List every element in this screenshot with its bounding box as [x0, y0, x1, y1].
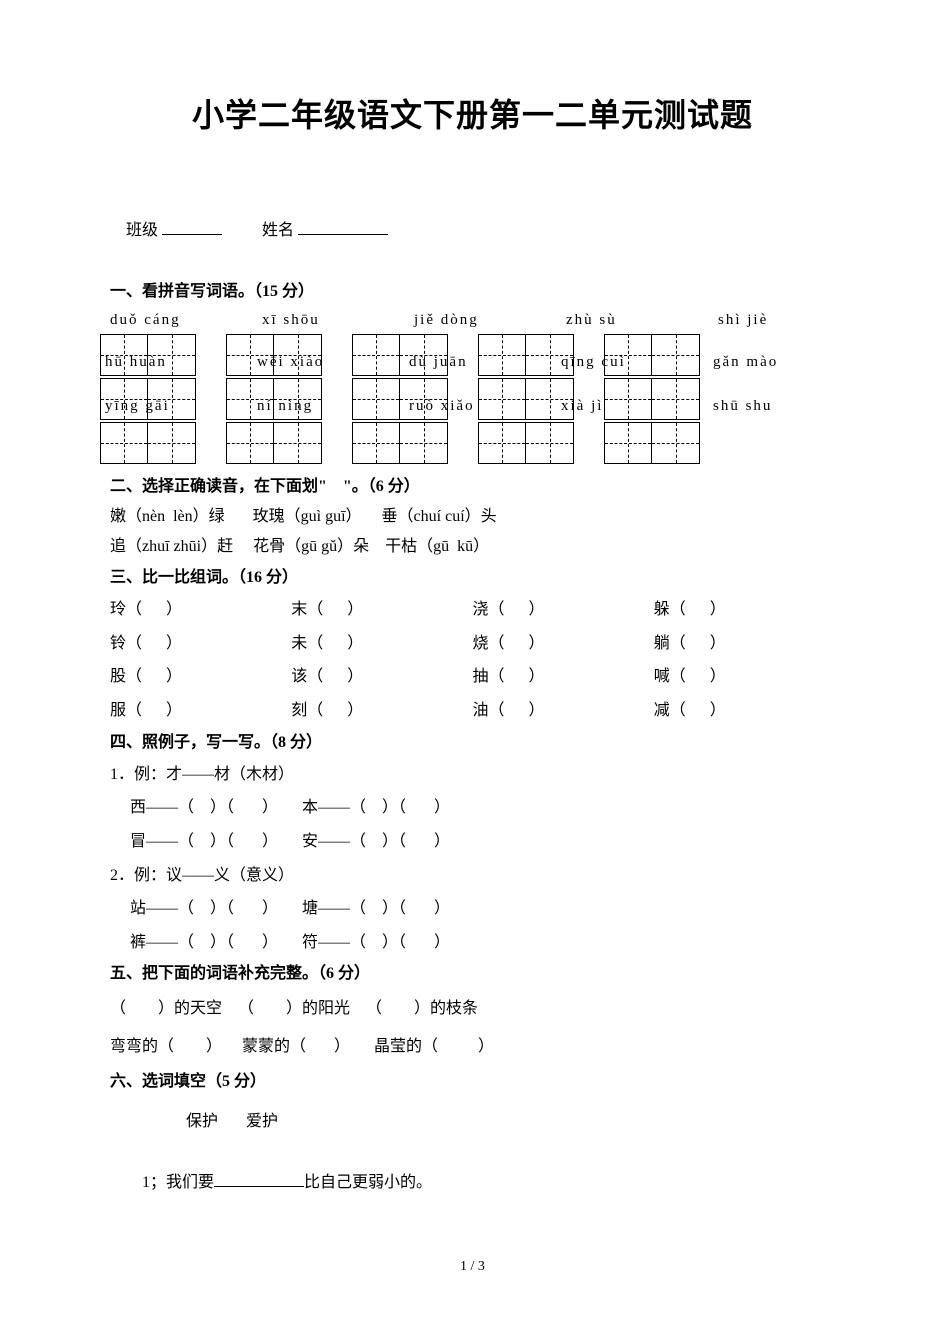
page-title: 小学二年级语文下册第一二单元测试题	[110, 90, 835, 136]
pinyin: qīng cuì	[561, 354, 671, 371]
s3-cell[interactable]: 刻（ ）	[291, 694, 472, 728]
class-label: 班级	[126, 222, 158, 239]
pinyin: dù juān	[409, 354, 519, 371]
pinyin: xià jì	[561, 398, 671, 415]
header-line: 班级 姓名	[110, 186, 835, 277]
s4-ex1-row[interactable]: 西——（ ）（ ） 本——（ ）（ ）	[110, 791, 835, 825]
box-pair[interactable]	[226, 422, 322, 464]
s4-ex2-row[interactable]: 裤——（ ）（ ） 符——（ ）（ ）	[110, 926, 835, 960]
pinyin: zhù sù	[566, 312, 676, 329]
s4-ex1-row[interactable]: 冒——（ ）（ ） 安——（ ）（ ）	[110, 825, 835, 859]
s6-q1-suffix: 比自己更弱小的。	[304, 1174, 432, 1191]
pinyin: ní nìng	[257, 398, 367, 415]
s3-cell[interactable]: 浇（ ）	[473, 593, 654, 627]
s4-heading: 四、照例子，写一写。（8 分）	[110, 728, 835, 758]
s3-cell[interactable]: 末（ ）	[291, 593, 472, 627]
s6-words: 保护 爱护	[110, 1107, 835, 1137]
s2-line-1: 嫩（nèn lèn）绿 玫瑰（guì guī） 垂（chuí cuí）头	[110, 502, 835, 532]
s3-cell[interactable]: 铃（ ）	[110, 627, 291, 661]
s3-cell[interactable]: 躺（ ）	[654, 627, 835, 661]
pinyin: shì jiè	[718, 312, 828, 329]
s1-pinyin-row-2: hū huàn wēi xiào dù juān qīng cuì gǎn mà…	[105, 354, 823, 371]
s5-heading: 五、把下面的词语补充完整。（6 分）	[110, 959, 835, 989]
page-footer: 1 / 3	[110, 1259, 835, 1275]
class-blank[interactable]	[162, 220, 222, 235]
s4-ex1-label: 1．例：才——材（木材）	[110, 758, 835, 792]
name-blank[interactable]	[298, 220, 388, 235]
name-label: 姓名	[262, 222, 294, 239]
box-pair[interactable]	[604, 422, 700, 464]
s3-cell[interactable]: 油（ ）	[473, 694, 654, 728]
pinyin: yīng gāi	[105, 398, 215, 415]
s4-ex2-label: 2．例：议——义（意义）	[110, 859, 835, 893]
s6-heading: 六、选词填空（5 分）	[110, 1067, 835, 1097]
s5-line-1[interactable]: （ ）的天空 （ ）的阳光 （ ）的枝条	[110, 990, 835, 1028]
s3-cell[interactable]: 烧（ ）	[473, 627, 654, 661]
s1-pinyin-row-1: duǒ cáng xī shōu jiě dòng zhù sù shì jiè	[110, 312, 828, 329]
box-pair[interactable]	[478, 422, 574, 464]
s2-line-2: 追（zhuī zhūi）赶 花骨（gū gǔ）朵 干枯（gū kū）	[110, 532, 835, 562]
s3-heading: 三、比一比组词。（16 分）	[110, 563, 835, 593]
s3-cell[interactable]: 减（ ）	[654, 694, 835, 728]
s3-cell[interactable]: 喊（ ）	[654, 660, 835, 694]
s1-pinyin-row-3: yīng gāi ní nìng ruò xiǎo xià jì shū shu	[105, 398, 823, 415]
s5-line-2[interactable]: 弯弯的（ ） 蒙蒙的（ ） 晶莹的（ ）	[110, 1028, 835, 1066]
s3-cell[interactable]: 躲（ ）	[654, 593, 835, 627]
s1-box-row-3	[100, 422, 700, 464]
box-pair[interactable]	[100, 422, 196, 464]
pinyin: xī shōu	[262, 312, 372, 329]
s3-cell[interactable]: 抽（ ）	[473, 660, 654, 694]
s3-grid: 玲（ ） 末（ ） 浇（ ） 躲（ ） 铃（ ） 未（ ） 烧（ ） 躺（ ） …	[110, 593, 835, 727]
s6-q1-blank[interactable]	[214, 1172, 304, 1187]
pinyin: gǎn mào	[713, 354, 823, 371]
s3-cell[interactable]: 服（ ）	[110, 694, 291, 728]
s3-cell[interactable]: 未（ ）	[291, 627, 472, 661]
s1-heading: 一、看拼音写词语。（15 分）	[110, 277, 835, 307]
pinyin: shū shu	[713, 398, 823, 415]
s6-q1-prefix: 1；我们要	[110, 1174, 214, 1191]
s3-cell[interactable]: 该（ ）	[291, 660, 472, 694]
s4-ex2-row[interactable]: 站——（ ）（ ） 塘——（ ）（ ）	[110, 892, 835, 926]
s1-boxes-area: duǒ cáng xī shōu jiě dòng zhù sù shì jiè…	[110, 312, 835, 492]
pinyin: duǒ cáng	[110, 312, 220, 329]
pinyin: ruò xiǎo	[409, 398, 519, 415]
s3-cell[interactable]: 玲（ ）	[110, 593, 291, 627]
pinyin: hū huàn	[105, 354, 215, 371]
s6-q1: 1；我们要 比自己更弱小的。	[110, 1137, 835, 1228]
pinyin: jiě dòng	[414, 312, 524, 329]
s3-cell[interactable]: 股（ ）	[110, 660, 291, 694]
pinyin: wēi xiào	[257, 354, 367, 371]
box-pair[interactable]	[352, 422, 448, 464]
